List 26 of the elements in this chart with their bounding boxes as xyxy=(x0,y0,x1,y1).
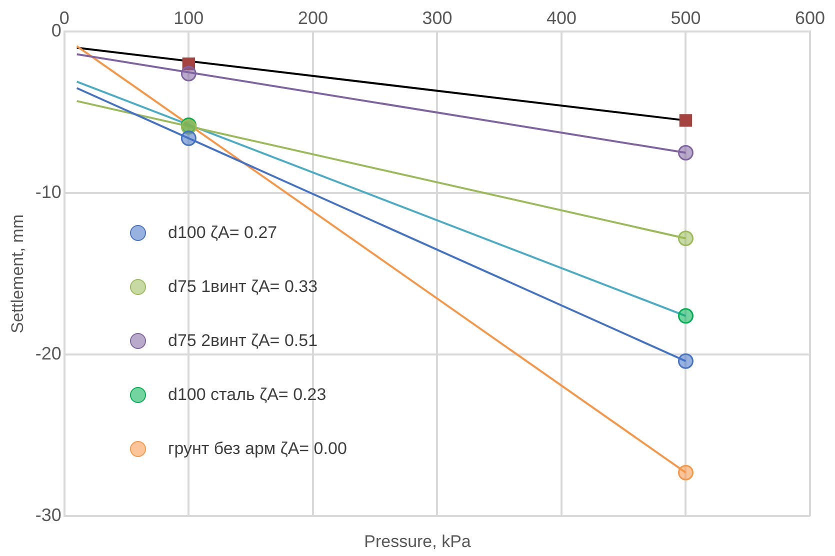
x-axis-title: Pressure, kPa xyxy=(363,532,472,552)
point xyxy=(678,308,694,324)
x-tick-label: 300 xyxy=(422,8,452,28)
x-tick-label: 200 xyxy=(298,8,328,28)
point xyxy=(180,130,196,146)
point xyxy=(678,230,694,246)
y-tick-label: 0 xyxy=(51,20,62,41)
point xyxy=(678,464,694,480)
y-tick-label: -30 xyxy=(35,505,62,526)
x-tick-label: 400 xyxy=(546,8,576,28)
legend-label: d100 сталь ζA= 0.23 xyxy=(168,385,326,405)
x-tick-label: 600 xyxy=(794,8,826,28)
x-tick-label: 500 xyxy=(670,8,701,28)
y-tick-label: -20 xyxy=(35,344,62,364)
legend-label: d75 2винт ζA= 0.51 xyxy=(168,331,318,351)
legend-label: d100 ζA= 0.27 xyxy=(168,223,278,243)
point xyxy=(679,114,692,127)
point xyxy=(678,145,694,160)
legend-label: d75 1винт ζA= 0.33 xyxy=(168,277,318,297)
point xyxy=(180,66,196,82)
point xyxy=(678,353,694,369)
y-tick-label: -10 xyxy=(35,182,62,202)
legend-label: грунт без арм ζA= 0.00 xyxy=(168,439,347,459)
point xyxy=(182,58,196,70)
y-axis-title: Settlement, mm xyxy=(8,214,27,334)
x-tick-label: 100 xyxy=(174,8,204,28)
